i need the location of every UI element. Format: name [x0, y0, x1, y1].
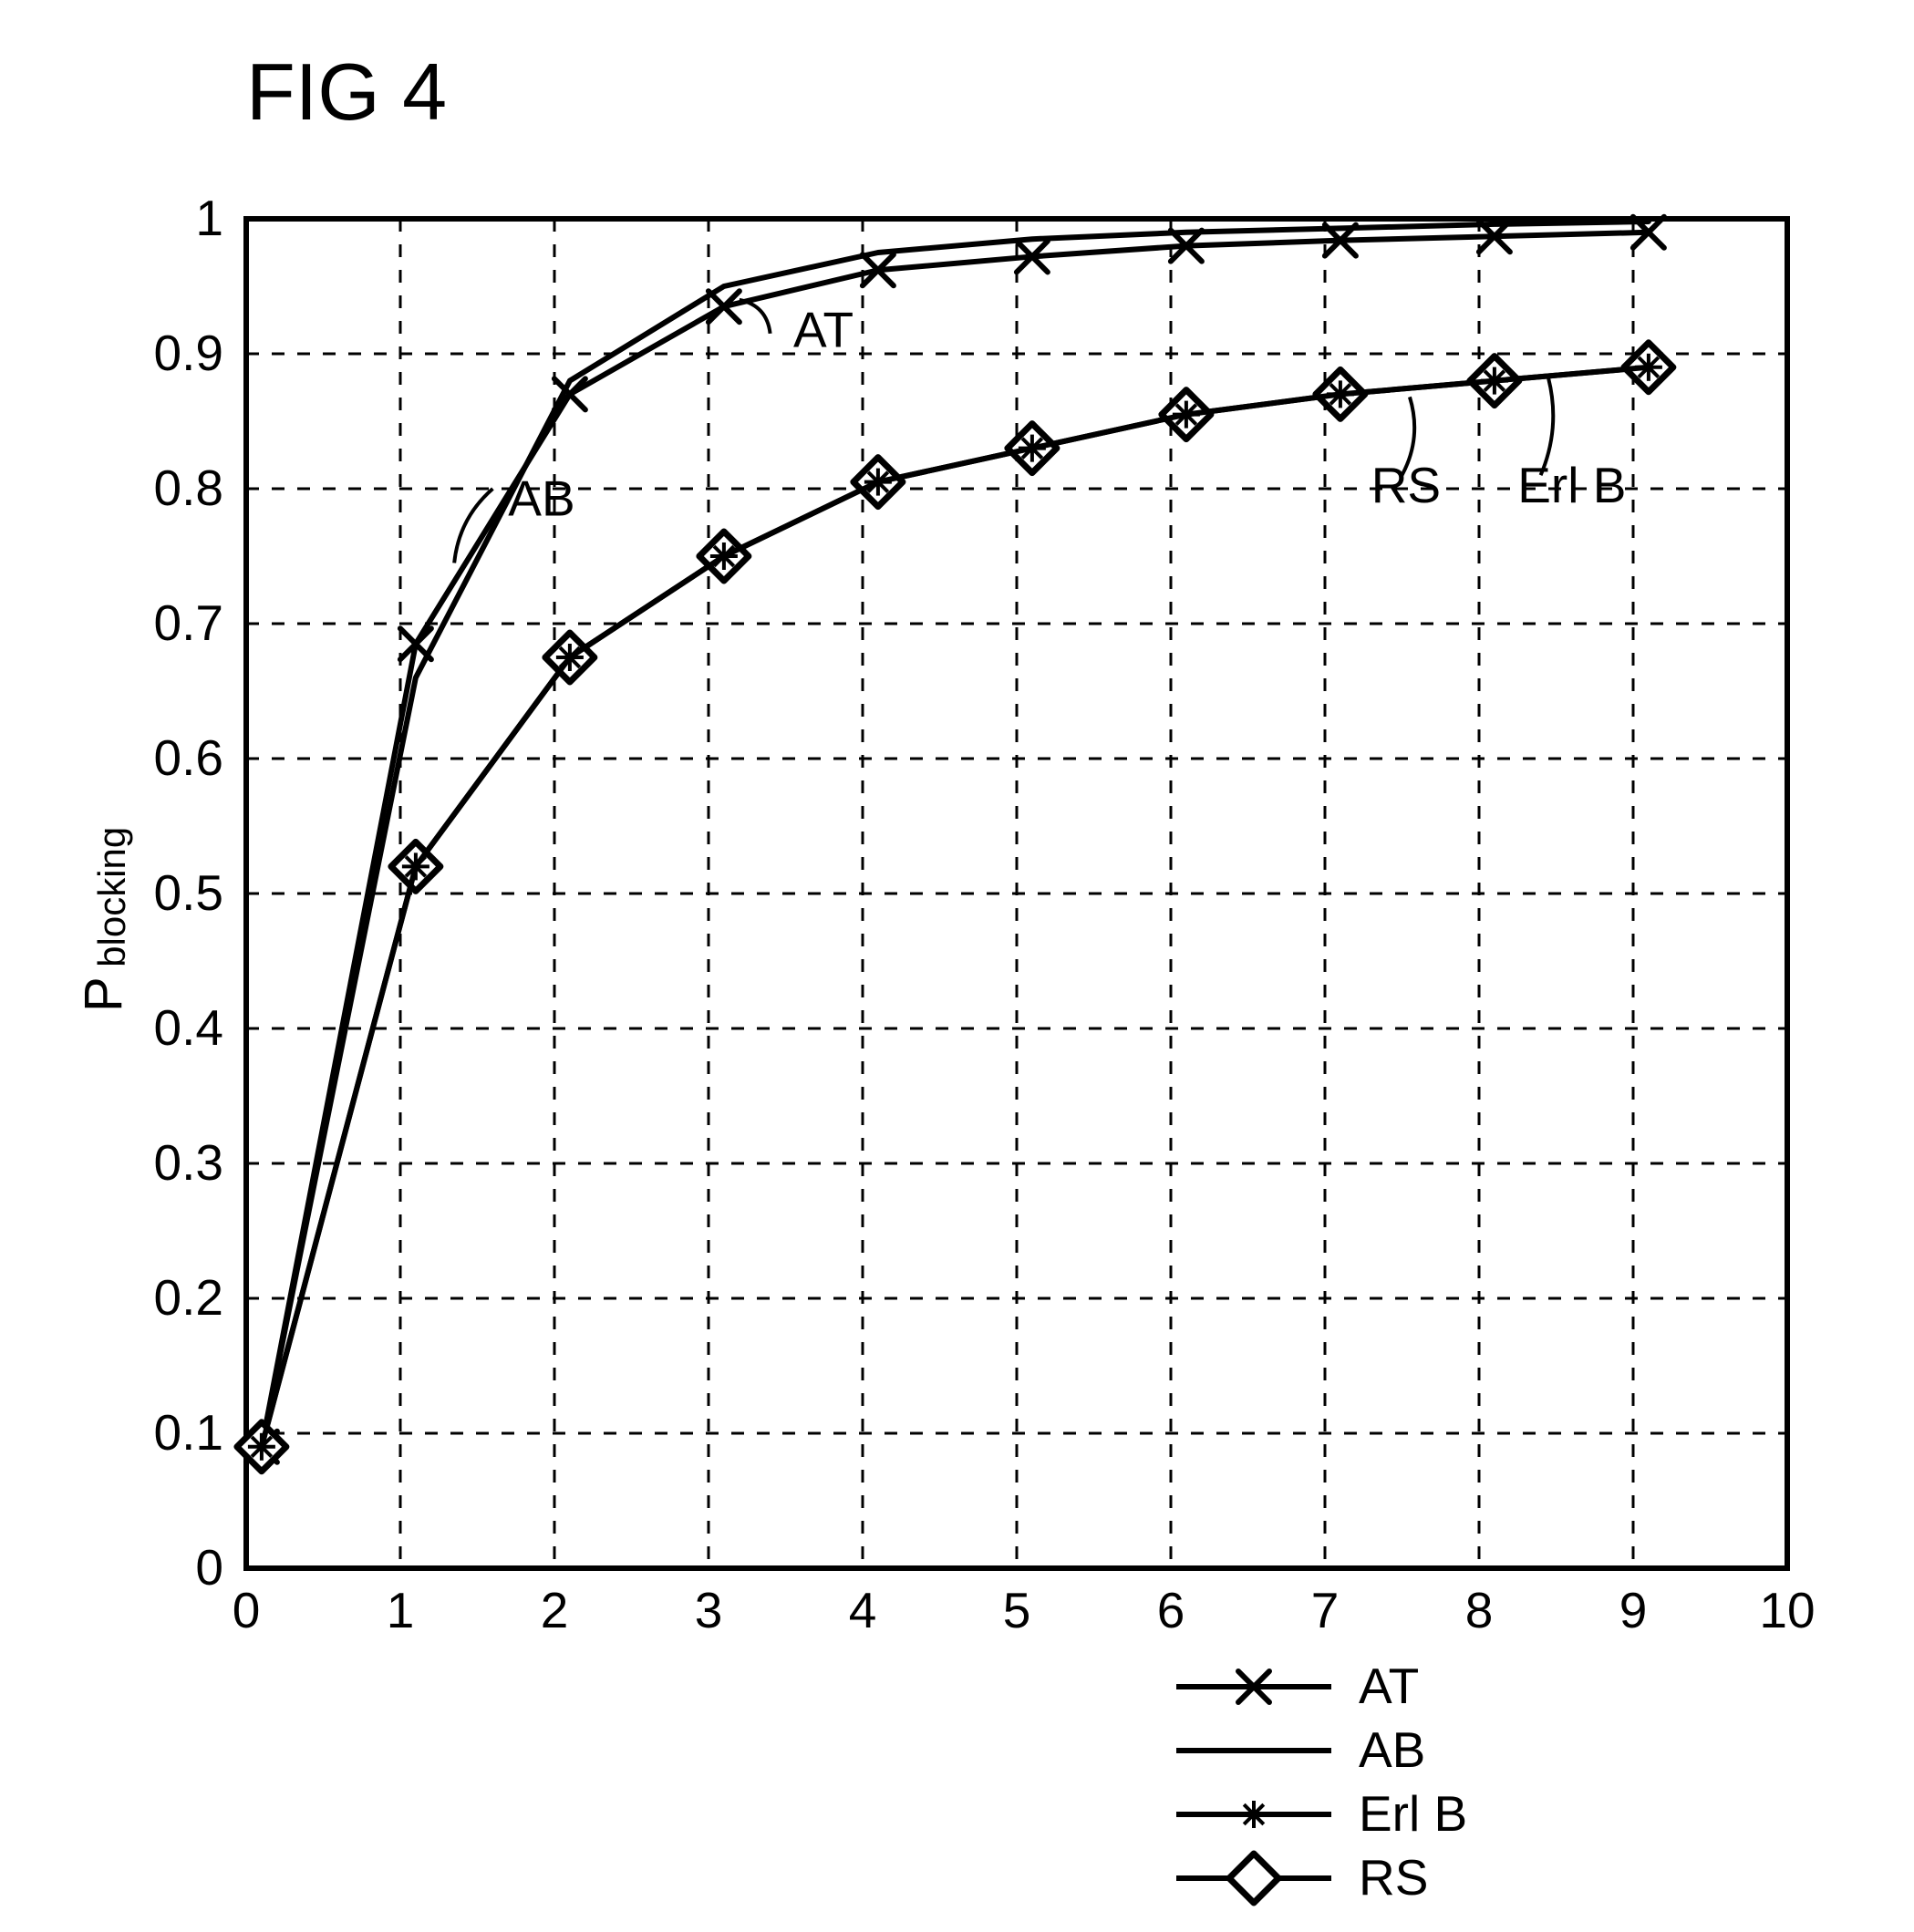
y-tick-label: 0: [195, 1539, 223, 1596]
x-tick-label: 10: [1759, 1582, 1815, 1638]
chart-svg: 0 1 2 3 4 5 6 7 8 9 10 0 0.1 0.2 0.3 0.4 0.5 0.6 0.7 0.8 0.9…: [0, 0, 1914, 1932]
annotation-label: AB: [508, 470, 574, 527]
legend-label: Erl B: [1359, 1785, 1467, 1842]
annotation-label: AT: [793, 302, 854, 358]
y-tick-label: 0.7: [154, 594, 223, 651]
x-tick-label: 1: [387, 1582, 415, 1638]
y-tick-label: 0.1: [154, 1404, 223, 1461]
y-tick-label: 0.2: [154, 1269, 223, 1326]
x-tick-label: 3: [695, 1582, 723, 1638]
x-tick-label: 9: [1619, 1582, 1648, 1638]
x-tick-label: 4: [849, 1582, 877, 1638]
legend-label: AT: [1359, 1658, 1419, 1714]
y-tick-label: 0.9: [154, 325, 223, 381]
y-tick-label: 1: [195, 190, 223, 246]
y-tick-label: 0.8: [154, 460, 223, 516]
x-tick-label: 7: [1311, 1582, 1340, 1638]
x-tick-label: 6: [1157, 1582, 1185, 1638]
legend: AT AB Erl B RS: [1176, 1658, 1467, 1906]
y-tick-label: 0.4: [154, 999, 223, 1056]
legend-label: RS: [1359, 1849, 1428, 1906]
x-tick-label: 5: [1003, 1582, 1031, 1638]
x-tick-label: 0: [233, 1582, 261, 1638]
y-tick-label: 0.6: [154, 729, 223, 786]
annotation-label: RS: [1371, 457, 1441, 513]
annotation-label: Erl B: [1517, 457, 1626, 513]
x-tick-label: 8: [1465, 1582, 1494, 1638]
y-tick-label: 0.3: [154, 1134, 223, 1191]
x-tick-label: 2: [541, 1582, 569, 1638]
legend-label: AB: [1359, 1721, 1425, 1778]
y-tick-label: 0.5: [154, 864, 223, 921]
